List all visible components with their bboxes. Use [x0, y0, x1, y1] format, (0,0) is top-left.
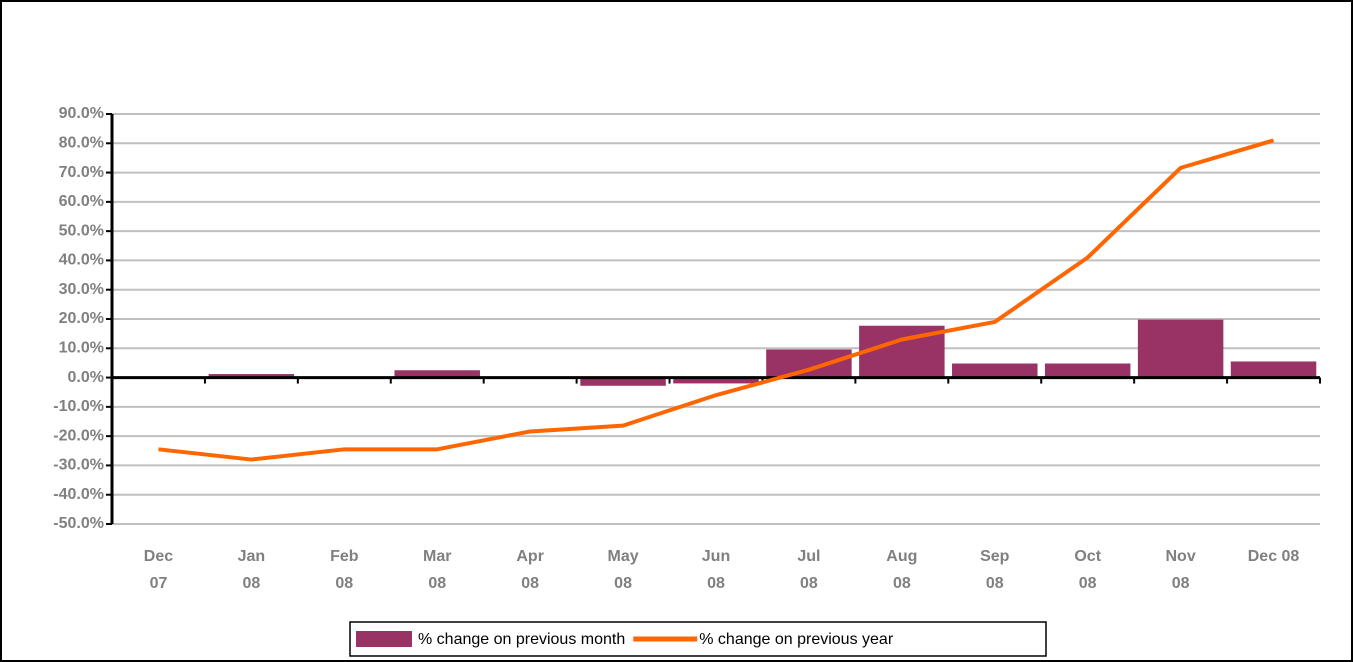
bar — [394, 370, 480, 378]
bar — [766, 349, 852, 378]
y-tick-label: 10.0% — [59, 340, 104, 357]
bar — [1137, 319, 1224, 378]
x-tick-label: Jun 08 — [702, 548, 730, 592]
bar — [208, 374, 295, 378]
legend-label: % change on previous year — [699, 631, 894, 648]
x-tick-label: Sep 08 — [980, 548, 1010, 592]
y-tick-label: -30.0% — [53, 457, 104, 474]
y-tick-label: -20.0% — [53, 427, 104, 444]
y-tick-label: 0.0% — [68, 369, 104, 386]
x-tick-label: Feb 08 — [330, 548, 359, 592]
x-tick-label: Apr 08 — [516, 548, 544, 592]
y-tick-label: -10.0% — [53, 398, 104, 415]
y-tick-label: 20.0% — [59, 310, 104, 327]
bar — [673, 377, 759, 384]
bar — [1230, 361, 1317, 378]
y-tick-label: 30.0% — [59, 281, 104, 298]
x-tick-label: Jan 08 — [238, 548, 266, 592]
x-tick-label: Jul 08 — [797, 548, 820, 592]
y-tick-label: 80.0% — [59, 135, 104, 152]
x-tick-label: Nov 08 — [1165, 548, 1195, 592]
x-tick-label: Dec 07 — [144, 548, 173, 592]
x-tick-label: Dec 08 — [1248, 548, 1300, 565]
line — [158, 138, 1275, 462]
y-tick-label: 40.0% — [59, 252, 104, 269]
x-tick-label: Mar 08 — [423, 548, 451, 592]
legend-swatch — [356, 631, 412, 647]
x-tick-label: Oct 08 — [1074, 548, 1101, 592]
legend-label: % change on previous month — [418, 631, 625, 648]
y-tick-label: -50.0% — [53, 515, 104, 532]
y-tick-label: 90.0% — [59, 105, 104, 122]
x-tick-label: Aug 08 — [886, 548, 917, 592]
bar — [1044, 363, 1131, 378]
y-tick-label: 70.0% — [59, 164, 104, 181]
y-tick-label: 60.0% — [59, 193, 104, 210]
bar — [952, 363, 1038, 378]
bar — [580, 377, 666, 386]
legend-box — [349, 621, 1047, 657]
y-tick-label: 50.0% — [59, 222, 104, 239]
y-tick-label: -40.0% — [53, 486, 104, 503]
x-tick-label: May 08 — [608, 548, 639, 592]
